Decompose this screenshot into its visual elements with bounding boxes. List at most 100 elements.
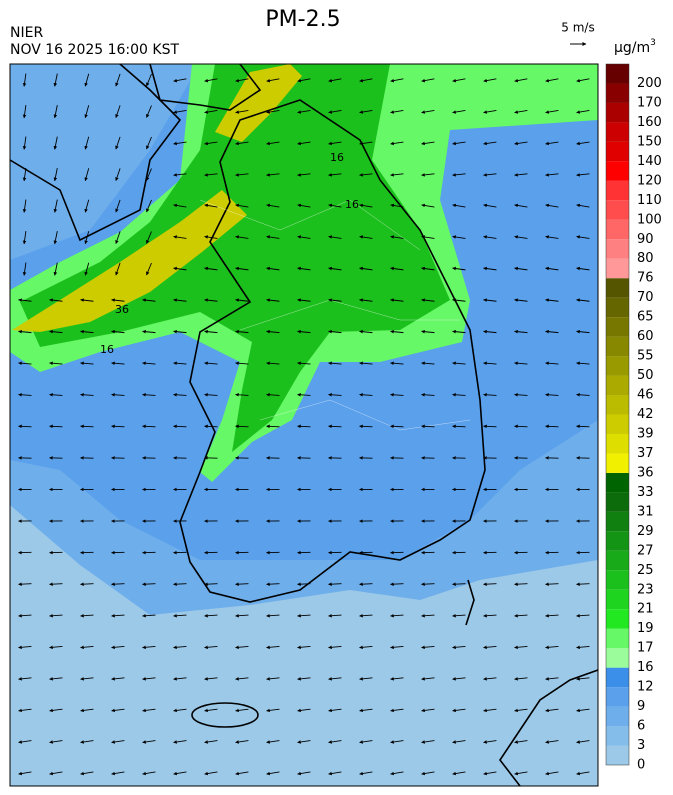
wind-arrow	[328, 677, 342, 681]
colorbar-segment	[606, 317, 629, 337]
wind-arrow	[297, 78, 311, 83]
wind-arrow	[452, 141, 466, 146]
wind-arrow	[545, 740, 559, 744]
wind-arrow	[80, 329, 94, 334]
colorbar-segment	[606, 258, 629, 279]
field-39-42-north	[215, 64, 302, 142]
colorbar-label: 16	[637, 660, 654, 675]
wind-arrow	[266, 141, 280, 146]
wind-arrow	[452, 78, 466, 83]
wind-arrow	[390, 109, 404, 114]
wind-arrow	[576, 141, 590, 146]
wind-vectors	[18, 73, 590, 776]
colorbar-label: 170	[637, 95, 662, 110]
wind-arrow	[266, 424, 280, 429]
wind-arrow	[359, 203, 373, 208]
colorbar-label: 46	[637, 388, 654, 403]
wind-arrow	[115, 199, 121, 213]
wind-arrow	[514, 393, 528, 397]
wind-arrow	[173, 582, 187, 586]
wind-arrow	[235, 393, 249, 397]
wind-arrow	[204, 393, 218, 397]
wind-arrow	[146, 136, 152, 150]
wind-arrow	[483, 235, 497, 239]
wind-arrow	[297, 109, 311, 114]
wind-arrow	[80, 393, 94, 397]
wind-scale-label: 5 m/s	[561, 21, 594, 35]
wind-arrow	[204, 771, 218, 776]
wind-arrow	[576, 613, 590, 618]
wind-arrow	[142, 424, 156, 429]
wind-arrow	[111, 771, 125, 776]
wind-arrow	[421, 109, 435, 114]
wind-arrow	[359, 173, 373, 177]
colorbar-segment	[606, 200, 629, 220]
wind-arrow	[328, 329, 342, 334]
wind-arrow	[49, 424, 63, 429]
wind-arrow	[514, 771, 528, 776]
wind-arrow	[49, 393, 63, 397]
colorbar-segment	[606, 628, 629, 649]
wind-arrow	[514, 708, 528, 713]
wind-arrow	[297, 203, 311, 208]
wind-arrow	[80, 645, 94, 650]
wind-arrow	[514, 109, 528, 114]
wind-arrow	[173, 645, 187, 650]
wind-arrow	[545, 203, 559, 208]
wind-arrow	[452, 771, 466, 776]
wind-arrow	[115, 105, 121, 118]
wind-arrow	[359, 361, 373, 366]
wind-arrow	[483, 613, 497, 618]
wind-arrow	[173, 203, 187, 208]
wind-arrow	[18, 740, 32, 744]
colorbar-label: 60	[637, 329, 654, 344]
wind-arrow	[235, 645, 249, 650]
wind-arrow	[53, 199, 58, 213]
wind-arrow	[576, 78, 590, 83]
coastlines	[10, 64, 598, 786]
wind-arrow	[421, 708, 435, 713]
wind-arrow	[18, 613, 32, 618]
colorbar-label: 140	[637, 154, 662, 169]
wind-arrow	[328, 613, 342, 618]
wind-arrow	[483, 109, 497, 114]
wind-arrow	[545, 393, 559, 397]
wind-arrow	[452, 235, 466, 239]
wind-arrow	[328, 582, 342, 586]
wind-arrow	[297, 740, 311, 744]
wind-arrow	[514, 677, 528, 681]
wind-arrow	[421, 298, 435, 302]
wind-arrow	[235, 740, 249, 744]
wind-arrow	[204, 141, 218, 146]
wind-arrow	[84, 262, 90, 276]
wind-arrow	[80, 740, 94, 744]
wind-arrow	[49, 677, 63, 681]
wind-arrow	[514, 266, 528, 271]
wind-arrow	[545, 173, 559, 177]
wind-arrow	[80, 613, 94, 618]
wind-arrow	[390, 613, 404, 618]
wind-arrow	[297, 645, 311, 650]
wind-arrow	[235, 235, 249, 239]
wind-arrow	[452, 677, 466, 681]
province-lines	[199, 199, 471, 431]
wind-arrow	[266, 266, 280, 271]
wind-arrow	[390, 645, 404, 650]
wind-arrow	[452, 613, 466, 618]
wind-arrow	[204, 740, 218, 744]
wind-arrow	[142, 361, 156, 366]
wind-arrow	[390, 173, 404, 177]
wind-arrow	[173, 329, 187, 334]
map-frame	[9, 63, 599, 787]
wind-arrow	[514, 582, 528, 586]
wind-arrow	[328, 109, 342, 114]
wind-arrow	[49, 298, 63, 302]
wind-arrow	[359, 645, 373, 650]
wind-arrow	[328, 645, 342, 650]
contour-label: 16	[330, 151, 344, 164]
wind-arrow	[235, 424, 249, 429]
wind-arrow	[80, 708, 94, 713]
wind-arrow	[84, 231, 90, 245]
wind-arrow	[146, 231, 152, 244]
wind-arrow	[266, 740, 280, 744]
